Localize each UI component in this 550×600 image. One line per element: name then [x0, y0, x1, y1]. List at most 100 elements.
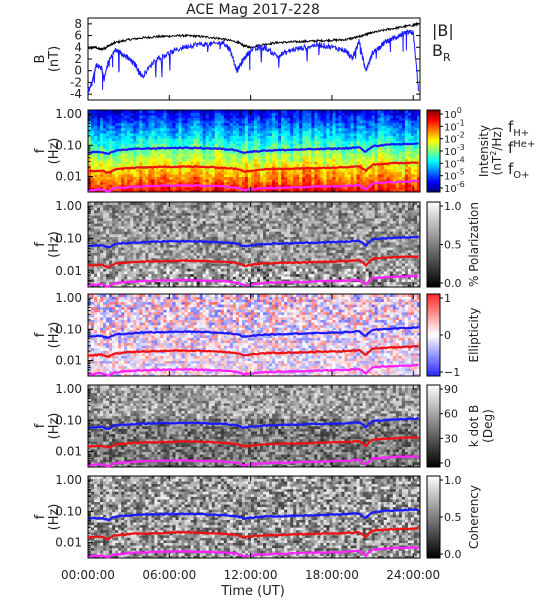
spectrogram-cell	[124, 130, 128, 134]
spectrogram-cell	[299, 143, 303, 147]
spectrogram-cell	[395, 158, 400, 162]
spectrogram-cell	[220, 135, 225, 139]
spectrogram-cell	[160, 117, 164, 121]
spectrogram-cell	[121, 236, 125, 240]
spectrogram-cell	[278, 156, 282, 160]
spectrogram-cell	[413, 184, 418, 188]
spectrogram-cell	[362, 153, 367, 157]
spectrogram-cell	[94, 181, 98, 185]
spectrogram-cell	[238, 127, 243, 131]
spectrogram-cell	[205, 120, 210, 124]
spectrogram-cell	[157, 212, 161, 216]
spectrogram-cell	[103, 133, 107, 137]
spectrogram-cell	[329, 163, 333, 167]
spectrogram-cell	[166, 135, 170, 139]
spectrogram-cell	[320, 120, 324, 124]
spectrogram-cell	[172, 247, 176, 251]
spectrogram-cell	[130, 181, 134, 185]
spectrogram-cell	[160, 163, 164, 167]
spectrogram-cell	[241, 153, 246, 157]
spectrogram-cell	[184, 158, 188, 162]
spectrogram-cell	[229, 179, 234, 183]
spectrogram-cell	[169, 122, 173, 126]
spectrogram-cell	[266, 166, 270, 170]
spectrogram-cell	[118, 143, 122, 147]
spectrogram-cell	[290, 176, 294, 180]
spectrogram-cell	[371, 133, 376, 137]
spectrogram-cell	[404, 166, 409, 170]
spectrogram-cell	[115, 110, 119, 113]
spectrogram-cell	[196, 223, 201, 227]
spectrogram-cell	[172, 176, 176, 180]
spectrogram-cell	[326, 179, 330, 183]
spectrogram-cell	[175, 233, 179, 237]
spectrogram-cell	[317, 186, 321, 190]
spectrogram-cell	[205, 223, 210, 227]
spectrogram-cell	[247, 133, 252, 137]
spectrogram-cell	[241, 112, 246, 116]
spectrogram-cell	[202, 125, 207, 129]
spectrogram-cell	[359, 158, 364, 162]
spectrogram-cell	[377, 158, 382, 162]
spectrogram-cell	[362, 122, 367, 126]
spectrogram-cell	[326, 148, 330, 152]
spectrogram-cell	[154, 244, 158, 248]
spectrogram-cell	[106, 252, 110, 256]
spectrogram-cell	[257, 110, 261, 113]
spectrogram-cell	[88, 179, 92, 183]
spectrogram-cell	[142, 212, 146, 216]
spectrogram-cell	[97, 209, 101, 214]
spectrogram-cell	[97, 276, 101, 280]
spectrogram-cell	[317, 181, 321, 185]
spectrogram-cell	[232, 168, 237, 172]
spectrogram-cell	[392, 122, 397, 126]
spectrogram-cell	[157, 252, 161, 256]
spectrogram-cell	[214, 186, 219, 190]
spectrogram-cell	[154, 145, 158, 149]
spectrogram-cell	[260, 140, 264, 144]
spectrogram-cell	[187, 115, 192, 119]
spectrogram-cell	[275, 156, 279, 160]
spectrogram-cell	[196, 112, 201, 116]
spectrogram-cell	[127, 125, 131, 129]
spectrogram-cell	[160, 220, 164, 224]
spectrogram-cell	[368, 163, 373, 167]
spectrogram-cell	[196, 284, 201, 288]
spectrogram-cell	[404, 151, 409, 154]
spectrogram-cell	[244, 181, 249, 185]
spectrogram-cell	[142, 158, 146, 162]
legend-b-radial: BR	[432, 41, 451, 64]
spectrogram-cell	[106, 273, 110, 277]
spectrogram-cell	[374, 161, 379, 165]
spectrogram-cell	[196, 148, 201, 152]
spectrogram-cell	[112, 122, 116, 126]
spectrogram-cell	[392, 145, 397, 149]
spectrogram-cell	[260, 184, 264, 188]
spectrogram-cell	[202, 179, 207, 183]
spectrogram-cell	[365, 120, 370, 124]
spectrogram-cell	[287, 166, 291, 170]
spectrogram-cell	[100, 284, 104, 288]
spectrogram-cell	[214, 151, 219, 154]
spectrogram-cell	[169, 207, 173, 211]
spectrogram-cell	[389, 156, 394, 160]
spectrogram-cell	[124, 265, 128, 269]
spectrogram-cell	[184, 215, 188, 219]
spectrogram-cell	[413, 148, 418, 152]
spectrogram-cell	[308, 189, 312, 193]
spectrogram-cell	[181, 217, 185, 221]
spectrogram-cell	[118, 179, 122, 183]
spectrogram-cell	[109, 257, 113, 261]
spectrogram-cell	[341, 112, 345, 116]
spectrogram-cell	[202, 268, 207, 272]
spectrogram-cell	[389, 151, 394, 154]
spectrogram-cell	[139, 120, 143, 124]
spectrogram-cell	[196, 186, 201, 190]
spectrogram-cell	[181, 156, 185, 160]
spectrogram-cell	[145, 225, 149, 229]
spectrogram-cell	[263, 135, 267, 139]
spectrogram-cell	[184, 204, 188, 208]
spectrogram-cell	[109, 176, 113, 180]
spectrogram-cell	[332, 176, 336, 180]
spectrogram-cell	[214, 138, 219, 142]
